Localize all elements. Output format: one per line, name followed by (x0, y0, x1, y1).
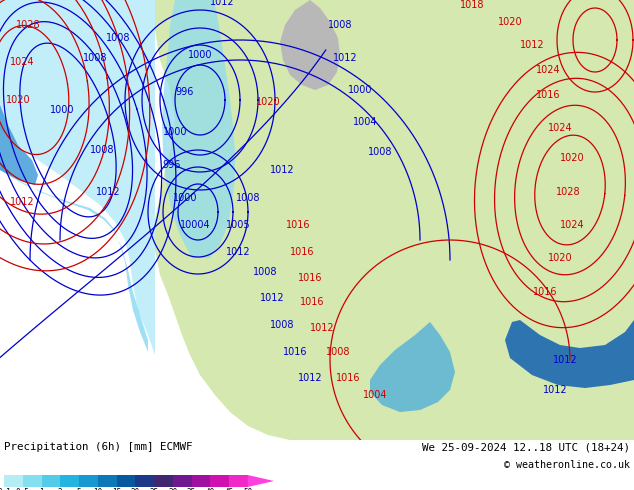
Bar (4, 475, 23, 487)
Text: 5: 5 (77, 488, 81, 490)
Text: 1000: 1000 (188, 50, 212, 60)
Text: 1000: 1000 (348, 85, 372, 95)
Text: 1024: 1024 (548, 123, 573, 133)
Text: 1016: 1016 (283, 347, 307, 357)
Text: 1020: 1020 (498, 17, 522, 27)
Text: 1024: 1024 (536, 65, 560, 75)
Text: 40: 40 (205, 488, 215, 490)
Polygon shape (0, 70, 148, 352)
Bar (79, 475, 98, 487)
Text: 1008: 1008 (106, 33, 130, 43)
Text: 1008: 1008 (328, 20, 353, 30)
Bar (154, 475, 172, 487)
Bar (41, 475, 60, 487)
Text: 1028: 1028 (16, 20, 41, 30)
Text: 1012: 1012 (96, 187, 120, 197)
Text: 1016: 1016 (336, 373, 360, 383)
Text: 0.1: 0.1 (0, 488, 11, 490)
Text: 2: 2 (58, 488, 63, 490)
Text: 1012: 1012 (309, 323, 334, 333)
Text: 1016: 1016 (533, 287, 557, 297)
Text: 1016: 1016 (298, 273, 322, 283)
Text: 10004: 10004 (179, 220, 210, 230)
Text: 1012: 1012 (226, 247, 250, 257)
Text: 1012: 1012 (543, 385, 567, 395)
Text: 35: 35 (187, 488, 196, 490)
Text: 1008: 1008 (326, 347, 350, 357)
Text: 1008: 1008 (90, 145, 114, 155)
Text: 25: 25 (150, 488, 158, 490)
Bar (191, 475, 210, 487)
Text: 1008: 1008 (253, 267, 277, 277)
Bar (117, 475, 135, 487)
Bar (229, 475, 248, 487)
Bar (210, 475, 229, 487)
Text: 1: 1 (39, 488, 44, 490)
Text: 1024: 1024 (560, 220, 585, 230)
Text: © weatheronline.co.uk: © weatheronline.co.uk (504, 460, 630, 470)
Text: 1016: 1016 (286, 220, 310, 230)
Text: 10: 10 (93, 488, 102, 490)
Polygon shape (0, 0, 155, 355)
Text: 1008: 1008 (83, 53, 107, 63)
Text: 1028: 1028 (555, 187, 580, 197)
Text: 15: 15 (112, 488, 121, 490)
Text: 1005: 1005 (226, 220, 250, 230)
Polygon shape (505, 320, 634, 388)
Text: 1012: 1012 (260, 293, 284, 303)
Bar (135, 475, 154, 487)
Text: 1020: 1020 (6, 95, 30, 105)
Text: 1016: 1016 (300, 297, 324, 307)
Text: 1008: 1008 (236, 193, 260, 203)
Text: 996: 996 (163, 160, 181, 170)
Text: 1016: 1016 (290, 247, 314, 257)
Text: 45: 45 (224, 488, 233, 490)
Text: 1024: 1024 (10, 57, 34, 67)
Text: 1004: 1004 (353, 117, 377, 127)
Text: 1018: 1018 (460, 0, 484, 10)
Bar (23, 475, 41, 487)
Text: 1004: 1004 (363, 390, 387, 400)
Text: 30: 30 (168, 488, 178, 490)
Polygon shape (280, 0, 340, 90)
Text: 1000: 1000 (172, 193, 197, 203)
Text: 1016: 1016 (536, 90, 560, 100)
Text: 1012: 1012 (269, 165, 294, 175)
Text: 1012: 1012 (553, 355, 578, 365)
Text: 1012: 1012 (333, 53, 358, 63)
Text: 1020: 1020 (548, 253, 573, 263)
Text: We 25-09-2024 12..18 UTC (18+24): We 25-09-2024 12..18 UTC (18+24) (422, 442, 630, 452)
Text: 1008: 1008 (368, 147, 392, 157)
Text: 20: 20 (131, 488, 140, 490)
Polygon shape (0, 100, 38, 185)
Text: 50: 50 (243, 488, 252, 490)
Text: 1012: 1012 (520, 40, 545, 50)
Text: 1020: 1020 (560, 153, 585, 163)
Text: 1012: 1012 (210, 0, 235, 7)
Bar (60, 475, 79, 487)
Polygon shape (370, 322, 455, 412)
Text: 1012: 1012 (10, 197, 34, 207)
Text: Precipitation (6h) [mm] ECMWF: Precipitation (6h) [mm] ECMWF (4, 442, 193, 452)
Bar (98, 475, 117, 487)
Text: 1020: 1020 (256, 97, 280, 107)
Text: 1008: 1008 (269, 320, 294, 330)
Bar (172, 475, 191, 487)
Text: 1000: 1000 (163, 127, 187, 137)
Polygon shape (155, 0, 634, 440)
Polygon shape (248, 475, 274, 487)
Text: 996: 996 (176, 87, 194, 97)
Text: 0.5: 0.5 (16, 488, 30, 490)
Text: 1012: 1012 (298, 373, 322, 383)
Polygon shape (162, 0, 235, 258)
Text: 1000: 1000 (49, 105, 74, 115)
